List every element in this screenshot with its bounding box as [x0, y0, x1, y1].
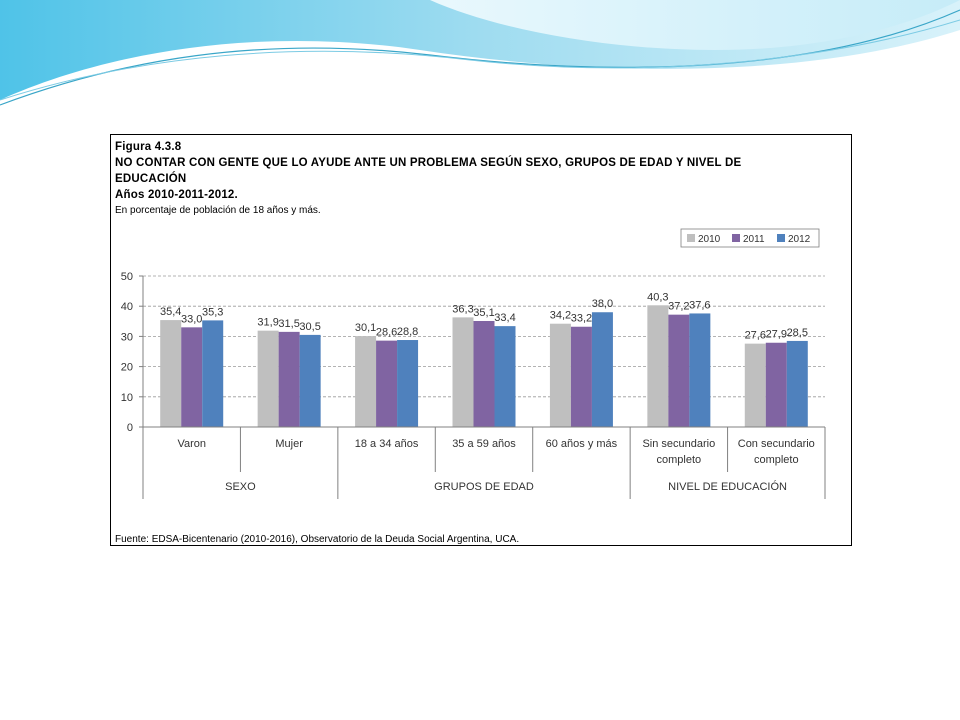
data-label: 36,3 — [452, 303, 473, 315]
bar-2010-4 — [549, 323, 571, 427]
data-label: 31,5 — [278, 318, 299, 330]
legend-box — [680, 228, 820, 248]
y-tick-label: 40 — [121, 301, 133, 313]
data-label: 33,0 — [181, 313, 202, 325]
bar-2010-3 — [452, 317, 474, 427]
data-label: 40,3 — [647, 291, 668, 303]
category-label: 18 a 34 años — [355, 438, 419, 450]
bar-chart: 0 10 20 30 40 50 35,4 31,9 30,1 36,3 34,2 40,3 27,6 3… — [121, 228, 826, 499]
bar-2012-0 — [202, 320, 224, 427]
data-label: 31,9 — [257, 317, 278, 329]
legend-label-2011: 2011 — [743, 234, 765, 245]
category-label: Sin secundario — [642, 438, 715, 450]
data-label: 35,1 — [473, 307, 494, 319]
data-label: 28,8 — [397, 326, 418, 338]
figure-years: Años 2010-2011-2012. — [115, 189, 238, 201]
figure-box: Figura 4.3.8 NO CONTAR CON GENTE QUE LO … — [110, 134, 852, 546]
bar-2012-4 — [591, 312, 613, 427]
bar-2011-5 — [668, 314, 690, 427]
bar-2011-0 — [181, 327, 203, 427]
bar-2010-6 — [744, 343, 766, 427]
bar-2012-6 — [786, 340, 808, 427]
data-label: 33,2 — [571, 313, 592, 325]
data-label: 35,4 — [160, 306, 181, 318]
bar-2010-5 — [647, 305, 669, 427]
group-label: NIVEL DE EDUCACIÓN — [668, 480, 787, 493]
category-label: completo — [754, 454, 799, 466]
data-label: 34,2 — [550, 310, 571, 322]
figure-number: Figura 4.3.8 — [115, 141, 182, 153]
bar-2010-1 — [257, 330, 279, 427]
group-label: GRUPOS DE EDAD — [434, 481, 534, 493]
data-label: 27,6 — [745, 330, 766, 342]
bar-2011-4 — [570, 326, 592, 427]
data-label: 30,5 — [299, 321, 320, 333]
category-label: 35 a 59 años — [452, 438, 516, 450]
bar-2012-2 — [397, 340, 419, 427]
category-label: Mujer — [275, 438, 303, 450]
y-tick-label: 20 — [121, 362, 133, 374]
data-label: 33,4 — [494, 312, 515, 324]
data-label: 30,1 — [355, 322, 376, 334]
data-label: 28,6 — [376, 327, 397, 339]
category-label: 60 años y más — [546, 438, 618, 450]
data-label: 27,9 — [766, 329, 787, 341]
group-label: SEXO — [225, 481, 256, 493]
figure-title-line1: NO CONTAR CON GENTE QUE LO AYUDE ANTE UN… — [115, 157, 742, 169]
legend-label-2010: 2010 — [698, 234, 721, 245]
bar-2011-6 — [765, 342, 787, 427]
y-tick-label: 10 — [121, 392, 133, 404]
bar-2011-2 — [376, 340, 398, 427]
data-label: 28,5 — [787, 327, 808, 339]
bar-2011-1 — [278, 331, 300, 427]
bar-2010-0 — [160, 320, 182, 427]
legend-swatch-2011 — [732, 234, 740, 242]
bar-2012-1 — [299, 334, 321, 427]
legend-swatch-2012 — [777, 234, 785, 242]
category-label: completo — [657, 454, 702, 466]
data-label: 37,2 — [668, 301, 689, 313]
data-label: 37,6 — [689, 299, 710, 311]
y-tick-label: 50 — [121, 271, 133, 283]
bar-2011-3 — [473, 320, 495, 427]
data-label: 35,3 — [202, 306, 223, 318]
data-label: 38,0 — [592, 298, 613, 310]
category-label: Con secundario — [738, 438, 815, 450]
y-tick-label: 0 — [127, 422, 133, 434]
category-label: Varon — [177, 438, 206, 450]
figure-source: Fuente: EDSA-Bicentenario (2010-2016), O… — [115, 534, 520, 545]
legend-label-2012: 2012 — [788, 234, 811, 245]
bar-2012-5 — [689, 313, 711, 427]
figure-title-line2: EDUCACIÓN — [115, 173, 187, 185]
figure-subtitle: En porcentaje de población de 18 años y … — [115, 205, 321, 216]
y-tick-label: 30 — [121, 331, 133, 343]
legend-swatch-2010 — [687, 234, 695, 242]
bar-2010-2 — [355, 336, 377, 427]
bar-2012-3 — [494, 326, 516, 427]
